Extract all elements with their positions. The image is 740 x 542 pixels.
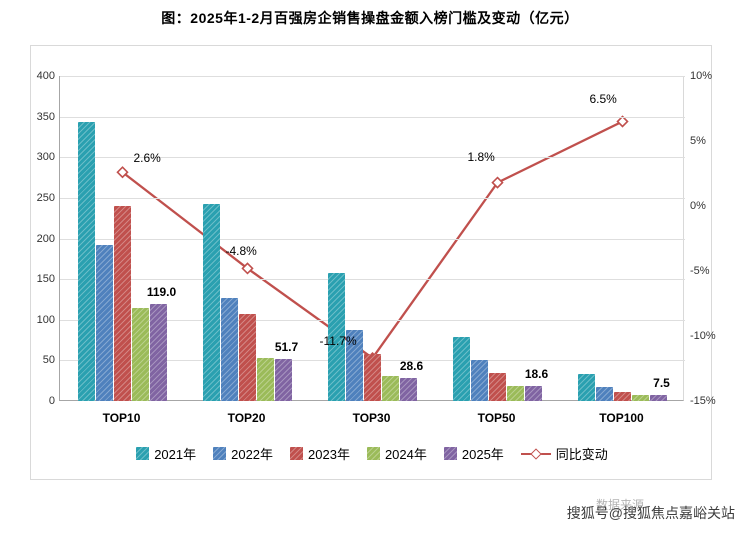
legend-item-2021年: 2021年 [136,444,196,463]
line-point-label: -4.8% [225,244,257,259]
x-axis-label-TOP100: TOP100 [599,411,644,425]
legend-item-line: 同比变动 [520,444,608,463]
legend-label: 2025年 [461,447,504,462]
bar-2023年-TOP100 [614,392,631,401]
y-axis-tick-label: 0 [48,395,55,407]
legend-line-swatch [520,447,551,460]
legend-diamond-marker [530,447,542,460]
y2-axis-tick-label: -10% [690,330,716,342]
bar-value-label: 119.0 [146,285,177,300]
legend-item-2024年: 2024年 [366,444,427,463]
legend-swatch [443,447,457,460]
line-point-label: 6.5% [589,91,617,106]
x-axis-label-TOP10: TOP10 [102,411,141,425]
bar-2021年-TOP50 [453,336,470,401]
line-marker-diamond [491,176,504,189]
legend-item-2023年: 2023年 [290,444,350,463]
bar-2024年-TOP20 [257,357,274,401]
legend-swatch [290,447,304,460]
gridline [60,116,685,118]
legend-label: 2022年 [231,447,274,462]
gridline [60,238,685,240]
x-axis-label-TOP50: TOP50 [477,411,516,425]
bar-2025年-TOP20 [275,358,292,401]
bar-2025年-TOP30 [400,377,417,401]
bar-2022年-TOP50 [471,359,488,401]
sohu-watermark: 搜狐号@搜狐焦点嘉峪关站 [566,505,735,521]
y-axis-tick-label: 150 [36,273,55,286]
bar-2025年-TOP100 [650,394,667,401]
bar-2023年-TOP30 [364,353,381,401]
line-marker-diamond [116,166,129,179]
bar-2024年-TOP50 [507,385,524,401]
gridline [60,197,685,199]
bar-2021年-TOP20 [203,204,220,401]
y-axis-tick-label: 250 [36,191,55,204]
bar-2021年-TOP30 [328,272,345,401]
bar-2025年-TOP50 [525,385,542,401]
y-axis-tick-label: 100 [36,313,55,326]
line-point-label: 2.6% [133,151,161,166]
chart-area: 2021年 2022年 2023年 2024年 2025年 同比变动 0 50 100 150 2… [30,45,716,480]
x-axis-label-TOP30: TOP30 [352,411,391,425]
y-axis-tick-label: 400 [36,70,55,82]
gridline [60,279,685,281]
y2-axis-tick-label: 0% [690,200,706,212]
bar-2022年-TOP10 [96,245,113,401]
gridline [60,157,685,159]
bar-2024年-TOP100 [632,395,649,401]
x-axis-label-TOP20: TOP20 [227,411,266,425]
bar-2024年-TOP30 [382,375,399,401]
bar-2021年-TOP100 [578,374,595,401]
line-marker-diamond [241,262,254,275]
line-point-label: 1.8% [467,149,495,164]
gridline [60,76,685,77]
legend-swatch [136,447,150,460]
y-axis-tick-label: 350 [36,110,55,123]
line-point-label: -11.7% [319,334,357,349]
legend-label: 2021年 [154,447,197,462]
legend-item-2022年: 2022年 [213,444,273,463]
chart-title: 图：2025年1-2月百强房企销售操盘金额入榜门槛及变动（亿元） [161,10,579,26]
bar-2022年-TOP30 [346,330,363,401]
bar-value-label: 28.6 [399,358,424,373]
legend-label: 2023年 [308,447,350,462]
bar-2024年-TOP10 [132,308,149,401]
y-axis-tick-label: 50 [42,354,55,367]
legend-swatch [366,447,380,460]
plot-area [59,76,685,401]
legend-item-2025年: 2025年 [443,444,504,463]
bar-2022年-TOP100 [596,387,613,401]
gridline [60,319,685,321]
bar-2023年-TOP20 [239,314,256,401]
y2-axis-tick-label: -5% [690,265,710,277]
legend-swatch [213,447,227,460]
line-marker-diamond [616,115,629,128]
bar-2023年-TOP10 [114,206,131,401]
data-source-watermark: 数据来源 [595,498,644,512]
y-axis-tick-label: 200 [36,232,55,245]
y-axis-tick-label: 300 [36,151,55,164]
bar-value-label: 18.6 [524,366,549,381]
y2-axis-tick-label: -15% [690,395,716,407]
bar-2022年-TOP20 [221,297,238,401]
y2-axis-tick-label: 10% [690,70,713,82]
bar-value-label: 7.5 [653,375,670,390]
legend-label: 2024年 [384,447,427,462]
bar-2025年-TOP10 [150,304,167,401]
legend: 2021年 2022年 2023年 2024年 2025年 同比变动 [31,444,713,463]
legend-label: 同比变动 [555,447,608,462]
bar-2023年-TOP50 [489,372,506,401]
bar-value-label: 51.7 [274,339,299,354]
y2-axis-tick-label: 5% [690,135,706,147]
bar-2021年-TOP10 [78,122,95,401]
